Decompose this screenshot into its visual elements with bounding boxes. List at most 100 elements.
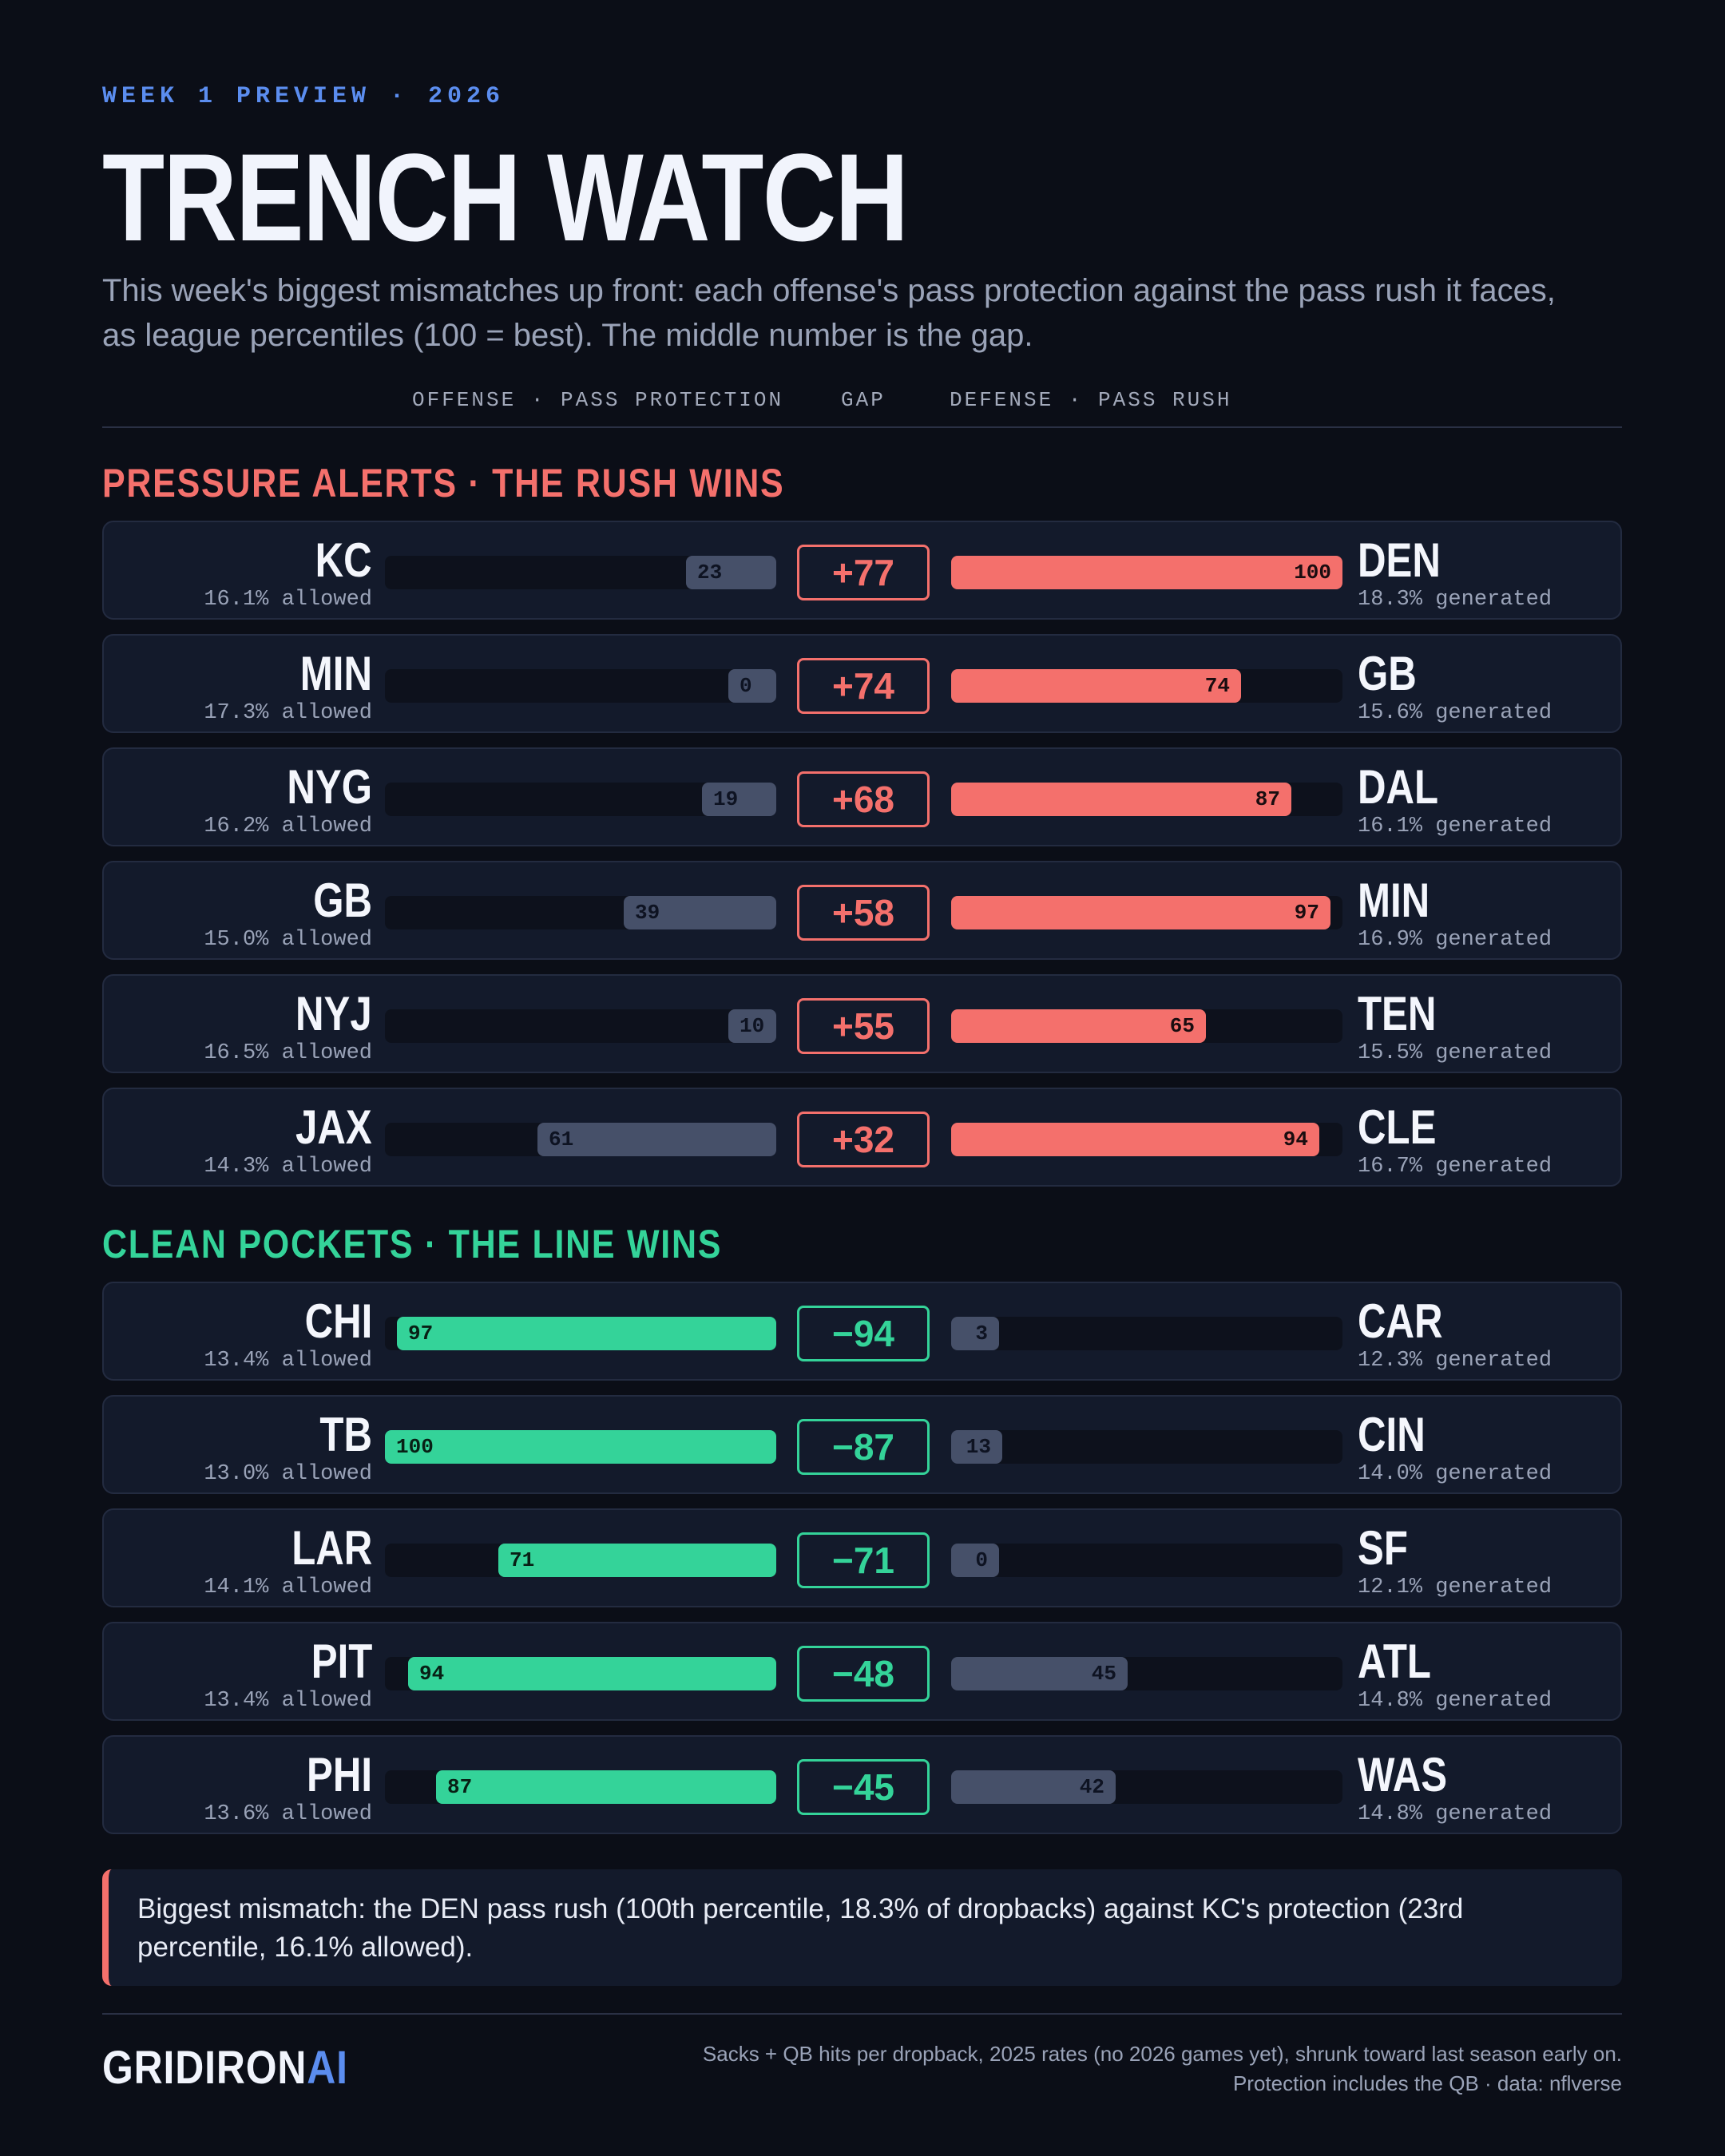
offense-bar-label: 0 bbox=[740, 674, 752, 698]
defense-track: 0 bbox=[951, 1544, 1342, 1577]
defense-team: GB bbox=[1358, 647, 1417, 700]
defense-bar-label: 13 bbox=[966, 1435, 991, 1459]
offense-rate: 14.3% allowed bbox=[204, 1155, 372, 1179]
offense-track: 23 bbox=[385, 556, 776, 589]
matchup-row: NYJ 16.5% allowed 10 +55 65 TEN 15.5% generate… bbox=[102, 974, 1622, 1073]
matchup-row: NYG 16.2% allowed 19 +68 87 DAL 16.1% generate… bbox=[102, 747, 1622, 846]
defense-team: WAS bbox=[1358, 1748, 1448, 1801]
defense-track: 13 bbox=[951, 1430, 1342, 1464]
offense-bar-label: 19 bbox=[713, 787, 739, 811]
gap-badge: +55 bbox=[797, 998, 930, 1054]
gap-badge: −87 bbox=[797, 1419, 930, 1475]
offense-bar-label: 61 bbox=[549, 1128, 574, 1151]
offense-team: NYJ bbox=[295, 987, 372, 1040]
footnote: Sacks + QB hits per dropback, 2025 rates… bbox=[664, 2039, 1622, 2099]
offense-rate: 13.4% allowed bbox=[204, 1689, 372, 1713]
defense-bar-label: 100 bbox=[1294, 561, 1331, 585]
logo-main: GRIDIRON bbox=[102, 2042, 307, 2094]
defense-bar-label: 94 bbox=[1283, 1128, 1308, 1151]
callout: Biggest mismatch: the DEN pass rush (100… bbox=[102, 1869, 1622, 1986]
defense-team: CIN bbox=[1358, 1408, 1426, 1461]
gap-badge: −45 bbox=[797, 1759, 930, 1815]
offense-rate: 13.4% allowed bbox=[204, 1349, 372, 1373]
section-title: CLEAN POCKETS · THE LINE WINS bbox=[102, 1222, 723, 1266]
offense-team: LAR bbox=[291, 1521, 372, 1575]
column-offense: OFFENSE · PASS PROTECTION bbox=[412, 388, 784, 412]
offense-team: JAX bbox=[295, 1100, 372, 1154]
defense-track: 42 bbox=[951, 1770, 1342, 1804]
offense-bar: 61 bbox=[537, 1123, 776, 1156]
matchup-row: GB 15.0% allowed 39 +58 97 MIN 16.9% generated bbox=[102, 861, 1622, 960]
defense-rate: 16.1% generated bbox=[1358, 814, 1552, 838]
gap-badge: −94 bbox=[797, 1306, 930, 1361]
offense-bar-label: 100 bbox=[396, 1435, 434, 1459]
defense-bar: 87 bbox=[951, 783, 1291, 816]
offense-bar: 97 bbox=[397, 1317, 776, 1350]
column-gap: GAP bbox=[841, 388, 886, 412]
offense-bar: 23 bbox=[686, 556, 776, 589]
section-title: PRESSURE ALERTS · THE RUSH WINS bbox=[102, 461, 785, 505]
matchup-row: JAX 14.3% allowed 61 +32 94 CLE 16.7% generate… bbox=[102, 1088, 1622, 1187]
defense-team: MIN bbox=[1358, 874, 1430, 927]
header-divider bbox=[102, 426, 1622, 428]
matchup-row: MIN 17.3% allowed 0 +74 74 GB 15.6% generated bbox=[102, 634, 1622, 733]
subtitle: This week's biggest mismatches up front:… bbox=[102, 273, 1556, 353]
defense-rate: 12.1% generated bbox=[1358, 1575, 1552, 1599]
defense-rate: 16.7% generated bbox=[1358, 1155, 1552, 1179]
defense-bar: 94 bbox=[951, 1123, 1319, 1156]
offense-bar: 94 bbox=[408, 1657, 776, 1690]
offense-bar-label: 10 bbox=[740, 1014, 765, 1038]
defense-team: DAL bbox=[1358, 760, 1439, 814]
defense-bar-label: 87 bbox=[1255, 787, 1280, 811]
offense-track: 97 bbox=[385, 1317, 776, 1350]
gap-badge: −48 bbox=[797, 1646, 930, 1702]
defense-team: CAR bbox=[1358, 1294, 1443, 1348]
defense-team: DEN bbox=[1358, 533, 1441, 587]
defense-team: SF bbox=[1358, 1521, 1408, 1575]
offense-track: 10 bbox=[385, 1009, 776, 1043]
defense-bar: 0 bbox=[951, 1544, 999, 1577]
offense-rate: 14.1% allowed bbox=[204, 1575, 372, 1599]
defense-rate: 14.0% generated bbox=[1358, 1462, 1552, 1486]
defense-track: 87 bbox=[951, 783, 1342, 816]
defense-track: 97 bbox=[951, 896, 1342, 929]
offense-bar-label: 39 bbox=[635, 901, 660, 925]
matchup-row: KC 16.1% allowed 23 +77 100 DEN 18.3% generate… bbox=[102, 521, 1622, 620]
footnote-line-1: Sacks + QB hits per dropback, 2025 rates… bbox=[702, 2042, 1622, 2066]
offense-bar-label: 87 bbox=[447, 1775, 473, 1799]
offense-bar: 19 bbox=[702, 783, 776, 816]
offense-team: NYG bbox=[287, 760, 372, 814]
defense-rate: 15.5% generated bbox=[1358, 1041, 1552, 1065]
offense-rate: 16.5% allowed bbox=[204, 1041, 372, 1065]
defense-bar: 45 bbox=[951, 1657, 1128, 1690]
gap-badge: +58 bbox=[797, 885, 930, 941]
offense-rate: 13.0% allowed bbox=[204, 1462, 372, 1486]
offense-rate: 15.0% allowed bbox=[204, 928, 372, 952]
offense-bar: 87 bbox=[436, 1770, 776, 1804]
defense-track: 45 bbox=[951, 1657, 1342, 1690]
gap-badge: +77 bbox=[797, 545, 930, 600]
offense-bar: 10 bbox=[728, 1009, 776, 1043]
defense-bar: 42 bbox=[951, 1770, 1116, 1804]
gap-badge: +32 bbox=[797, 1112, 930, 1167]
defense-team: TEN bbox=[1358, 987, 1437, 1040]
defense-track: 74 bbox=[951, 669, 1342, 703]
offense-track: 0 bbox=[385, 669, 776, 703]
offense-bar: 71 bbox=[498, 1544, 776, 1577]
defense-track: 100 bbox=[951, 556, 1342, 589]
footnote-line-2: Protection includes the QB · data: nflve… bbox=[1232, 2071, 1622, 2095]
offense-bar-label: 94 bbox=[419, 1662, 445, 1686]
offense-track: 19 bbox=[385, 783, 776, 816]
offense-rate: 13.6% allowed bbox=[204, 1802, 372, 1826]
offense-track: 61 bbox=[385, 1123, 776, 1156]
offense-track: 100 bbox=[385, 1430, 776, 1464]
defense-bar: 65 bbox=[951, 1009, 1206, 1043]
defense-bar-label: 74 bbox=[1204, 674, 1230, 698]
defense-rate: 14.8% generated bbox=[1358, 1689, 1552, 1713]
matchup-row: CHI 13.4% allowed 97 −94 3 CAR 12.3% generated bbox=[102, 1282, 1622, 1381]
column-headers: OFFENSE · PASS PROTECTION GAP DEFENSE · … bbox=[102, 388, 1622, 420]
offense-track: 94 bbox=[385, 1657, 776, 1690]
defense-bar: 100 bbox=[951, 556, 1342, 589]
defense-bar: 13 bbox=[951, 1430, 1002, 1464]
logo-accent: AI bbox=[307, 2042, 348, 2094]
